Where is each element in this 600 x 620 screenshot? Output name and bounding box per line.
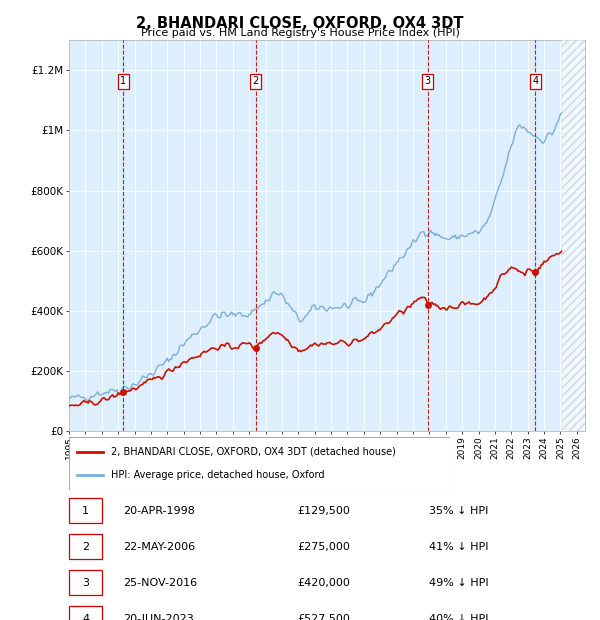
Text: 49% ↓ HPI: 49% ↓ HPI (429, 578, 488, 588)
Text: 2: 2 (253, 76, 259, 86)
Text: 25-NOV-2016: 25-NOV-2016 (123, 578, 197, 588)
Text: 4: 4 (82, 614, 89, 620)
Text: 20-APR-1998: 20-APR-1998 (123, 506, 195, 516)
Text: 2: 2 (82, 542, 89, 552)
Text: 3: 3 (82, 578, 89, 588)
Text: Price paid vs. HM Land Registry's House Price Index (HPI): Price paid vs. HM Land Registry's House … (140, 28, 460, 38)
Text: 40% ↓ HPI: 40% ↓ HPI (429, 614, 488, 620)
Text: 1: 1 (82, 506, 89, 516)
Text: 1: 1 (120, 76, 126, 86)
Text: £275,000: £275,000 (297, 542, 350, 552)
Text: 20-JUN-2023: 20-JUN-2023 (123, 614, 194, 620)
Text: £420,000: £420,000 (297, 578, 350, 588)
Text: 2, BHANDARI CLOSE, OXFORD, OX4 3DT (detached house): 2, BHANDARI CLOSE, OXFORD, OX4 3DT (deta… (111, 447, 396, 457)
Text: 35% ↓ HPI: 35% ↓ HPI (429, 506, 488, 516)
Text: £129,500: £129,500 (297, 506, 350, 516)
Text: 4: 4 (532, 76, 538, 86)
Text: 22-MAY-2006: 22-MAY-2006 (123, 542, 195, 552)
Text: £527,500: £527,500 (297, 614, 350, 620)
Text: HPI: Average price, detached house, Oxford: HPI: Average price, detached house, Oxfo… (111, 470, 325, 480)
Text: 41% ↓ HPI: 41% ↓ HPI (429, 542, 488, 552)
Text: 3: 3 (425, 76, 431, 86)
Text: 2, BHANDARI CLOSE, OXFORD, OX4 3DT: 2, BHANDARI CLOSE, OXFORD, OX4 3DT (136, 16, 464, 30)
